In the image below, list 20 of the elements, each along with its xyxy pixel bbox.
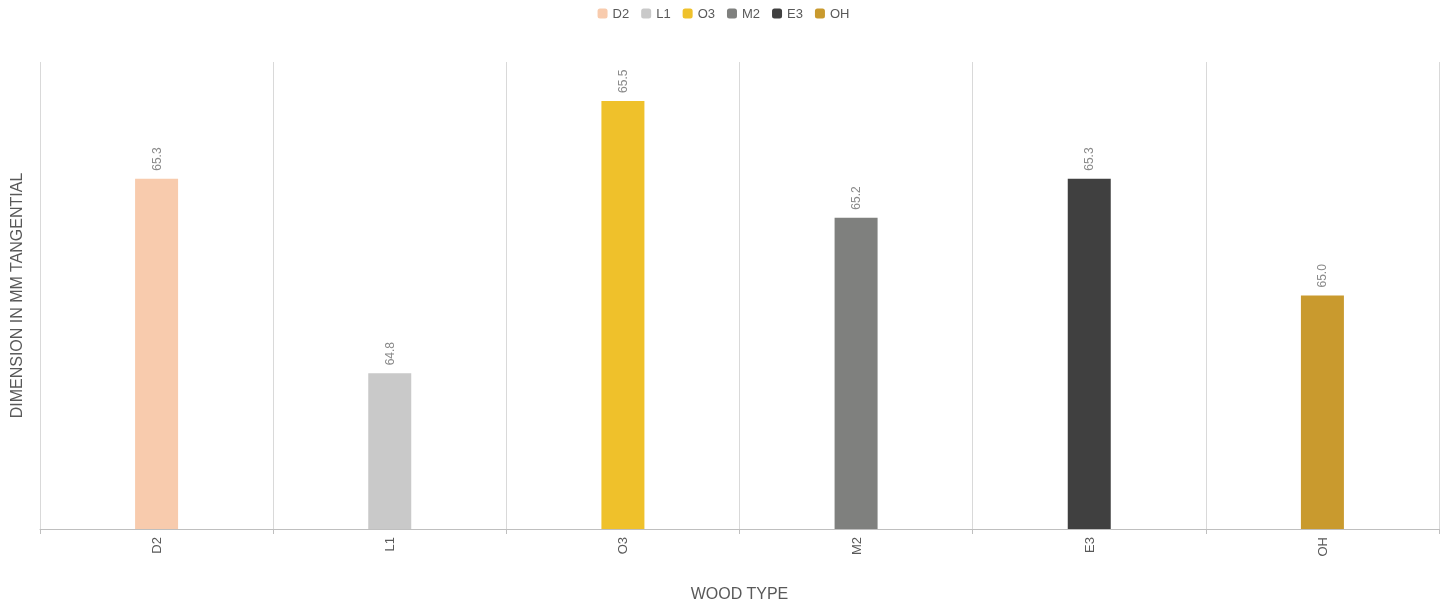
data-label: 65.3 <box>1082 147 1097 171</box>
x-axis-title: WOOD TYPE <box>690 584 789 602</box>
x-tick-label: L1 <box>382 537 398 552</box>
x-tick-label: OH <box>1314 537 1330 557</box>
data-label: 65.2 <box>849 185 864 210</box>
legend-label: OH <box>829 6 850 21</box>
data-label: 65.0 <box>1315 263 1330 288</box>
x-tick-label: M2 <box>848 537 864 556</box>
legend-label: M2 <box>741 6 761 21</box>
x-tick-label: D2 <box>149 537 165 554</box>
data-label: 65.3 <box>149 147 164 171</box>
data-label: 64.8 <box>382 341 397 366</box>
x-tick-label: E3 <box>1081 537 1097 553</box>
legend-label: O3 <box>697 6 715 21</box>
data-label: 65.5 <box>615 69 630 93</box>
x-tick-label: O3 <box>615 537 631 555</box>
y-axis-title: DIMENSION IN MM TANGENTIAL <box>7 172 25 419</box>
legend-label: E3 <box>787 6 803 21</box>
legend-label: D2 <box>612 6 630 21</box>
legend-label: L1 <box>656 6 671 21</box>
